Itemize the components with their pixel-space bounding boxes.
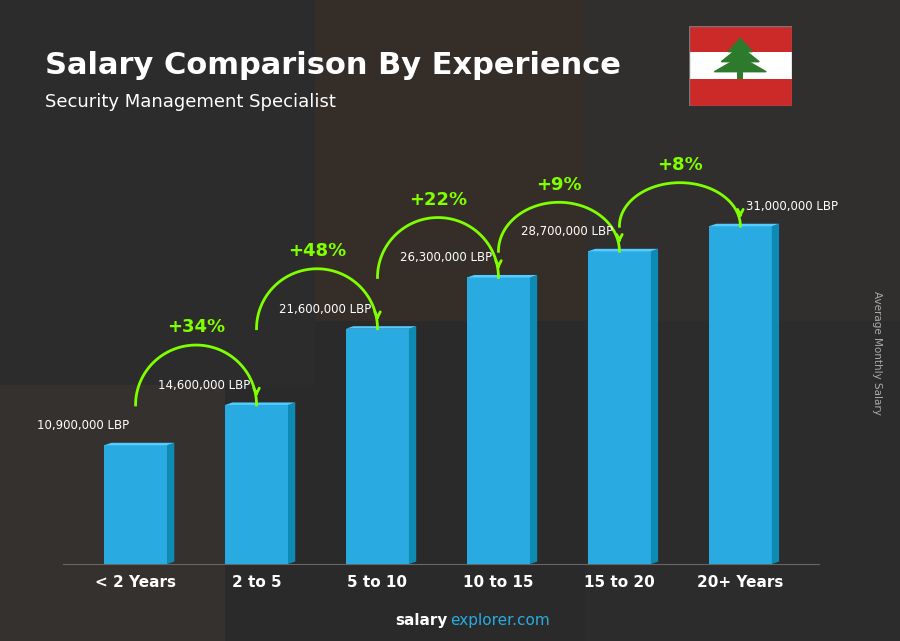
Polygon shape [167,443,175,564]
Text: 10,900,000 LBP: 10,900,000 LBP [38,419,130,432]
Text: +8%: +8% [657,156,703,174]
Text: 28,700,000 LBP: 28,700,000 LBP [521,225,614,238]
Bar [0,0,315,385]
Text: 14,600,000 LBP: 14,600,000 LBP [158,379,250,392]
Bar [346,329,409,564]
Text: 21,600,000 LBP: 21,600,000 LBP [279,303,372,315]
Bar [588,251,651,564]
Text: +48%: +48% [288,242,346,260]
Bar [688,53,792,79]
Text: 26,300,000 LBP: 26,300,000 LBP [400,251,492,264]
Text: Average Monthly Salary: Average Monthly Salary [872,290,883,415]
Polygon shape [346,326,416,329]
Bar [104,445,167,564]
Polygon shape [588,249,658,251]
Bar [225,405,288,564]
Polygon shape [728,38,752,52]
Polygon shape [772,224,779,564]
Text: +22%: +22% [409,191,467,209]
Bar [0,385,225,641]
Polygon shape [288,403,295,564]
Bar [688,26,792,53]
Bar [737,65,743,79]
Text: 31,000,000 LBP: 31,000,000 LBP [746,200,839,213]
Bar [585,320,900,641]
Polygon shape [409,326,416,564]
Polygon shape [530,275,537,564]
Bar [467,278,530,564]
Polygon shape [721,46,760,62]
Bar [709,226,772,564]
Text: Salary Comparison By Experience: Salary Comparison By Experience [45,51,621,80]
Polygon shape [715,57,766,72]
Text: Security Management Specialist: Security Management Specialist [45,93,336,111]
Text: +9%: +9% [536,176,581,194]
Polygon shape [709,224,779,226]
Polygon shape [225,403,295,405]
Text: explorer.com: explorer.com [450,613,550,628]
Text: +34%: +34% [167,319,225,337]
Polygon shape [651,249,658,564]
Bar [315,0,585,320]
Bar [688,79,792,106]
Bar [585,0,900,320]
Polygon shape [467,275,537,278]
Polygon shape [104,443,175,445]
Text: salary: salary [395,613,447,628]
